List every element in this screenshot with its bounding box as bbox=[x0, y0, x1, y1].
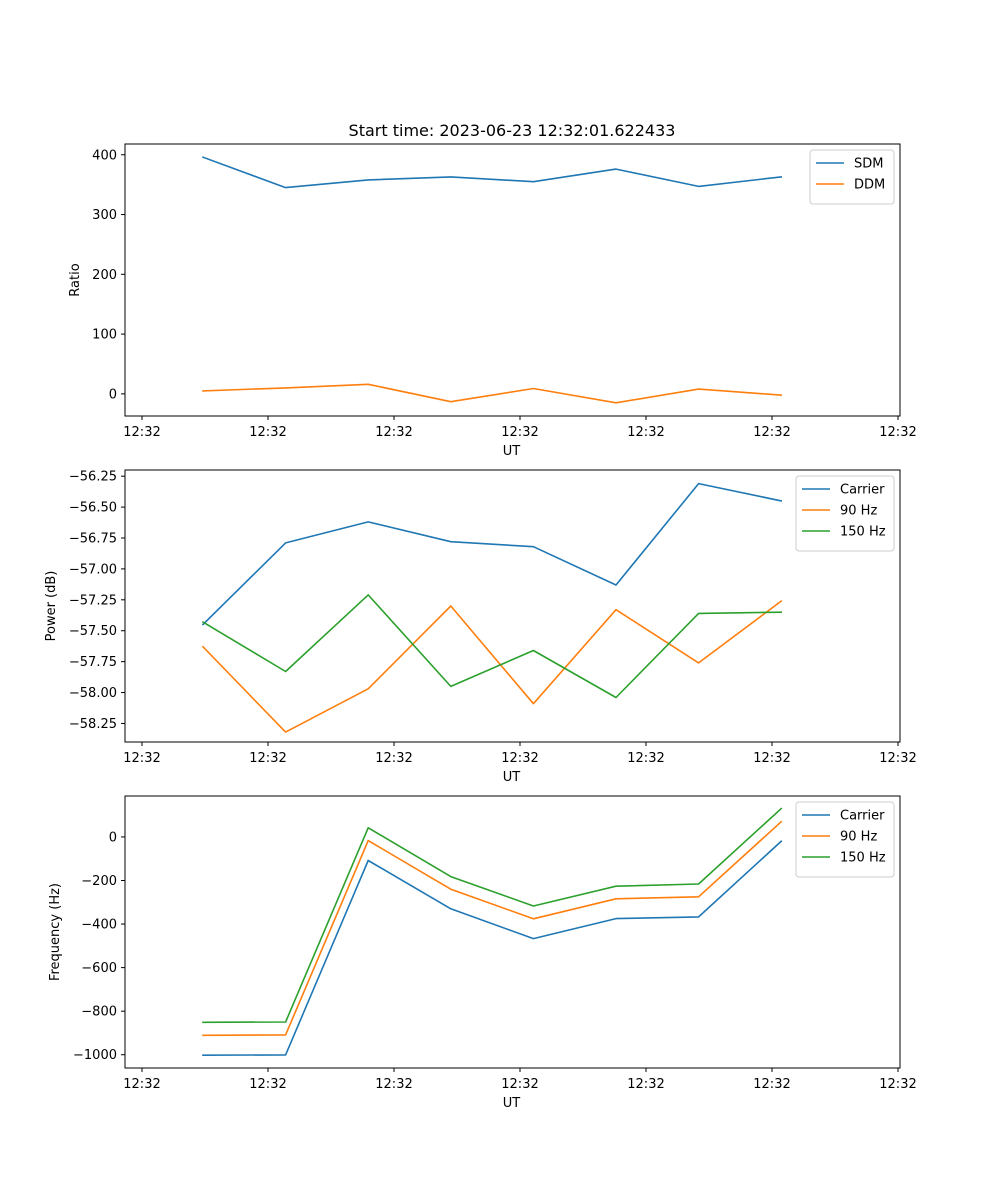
x-tick-label: 12:32 bbox=[501, 1077, 538, 1092]
y-tick-label: −57.00 bbox=[69, 562, 117, 577]
legend-entry: 150 Hz bbox=[840, 525, 886, 540]
y-axis-label: Ratio bbox=[68, 263, 83, 296]
panels: 12:32 12:32 12:32 12:32 12:32 12:32 12:32 UT 0 10… bbox=[44, 143, 917, 1111]
series-line-150-hz bbox=[202, 807, 783, 1024]
x-tick-label: 12:32 bbox=[123, 425, 160, 440]
legend-entry: 150 Hz bbox=[840, 851, 886, 866]
legend-entry: SDM bbox=[854, 157, 883, 172]
y-tick-label: −57.50 bbox=[69, 624, 117, 639]
y-axis-label: Frequency (Hz) bbox=[48, 883, 63, 981]
y-tick-label: 300 bbox=[92, 208, 117, 223]
y-tick-label: 200 bbox=[92, 268, 117, 283]
series-line-carrier bbox=[201, 482, 783, 626]
y-tick-label: 100 bbox=[92, 328, 117, 343]
x-tick-label: 12:32 bbox=[627, 425, 664, 440]
y-tick-label: −200 bbox=[81, 874, 117, 889]
y-tick-label: 400 bbox=[92, 148, 117, 163]
x-tick-label: 12:32 bbox=[753, 751, 790, 766]
x-tick-label: 12:32 bbox=[627, 1077, 664, 1092]
legend: SDM DDM bbox=[809, 149, 895, 205]
y-tick-label: −57.25 bbox=[69, 593, 117, 608]
x-tick-label: 12:32 bbox=[375, 1077, 412, 1092]
x-tick-label: 12:32 bbox=[753, 425, 790, 440]
y-tick-label: −400 bbox=[81, 918, 117, 933]
series-line-90-hz bbox=[201, 599, 783, 733]
y-tick-label: −800 bbox=[81, 1005, 117, 1020]
chart-panel-1: 12:32 12:32 12:32 12:32 12:32 12:32 12:32 UT 0 10… bbox=[68, 143, 917, 459]
y-tick-label: −56.75 bbox=[69, 532, 117, 547]
x-tick-label: 12:32 bbox=[249, 1077, 286, 1092]
legend-box bbox=[795, 801, 895, 878]
x-tick-label: 12:32 bbox=[249, 425, 286, 440]
x-tick-label: 12:32 bbox=[753, 1077, 790, 1092]
legend: Carrier 90 Hz 150 Hz bbox=[795, 475, 895, 552]
y-tick-label: −58.25 bbox=[69, 717, 117, 732]
x-tick-label: 12:32 bbox=[879, 425, 916, 440]
axes-frame bbox=[124, 795, 901, 1069]
y-tick-label: 0 bbox=[109, 830, 117, 845]
chart-panel-2: 12:32 12:32 12:32 12:32 12:32 12:32 12:32 UT −58… bbox=[44, 469, 917, 785]
y-tick-label: −56.50 bbox=[69, 501, 117, 516]
y-tick-label: −600 bbox=[81, 961, 117, 976]
x-tick-label: 12:32 bbox=[501, 425, 538, 440]
y-tick-label: −1000 bbox=[73, 1048, 117, 1063]
x-tick-label: 12:32 bbox=[249, 751, 286, 766]
y-tick-label: −56.25 bbox=[69, 470, 117, 485]
x-tick-label: 12:32 bbox=[375, 425, 412, 440]
x-axis-label: UT bbox=[503, 1096, 521, 1111]
x-tick-label: 12:32 bbox=[375, 751, 412, 766]
axes-frame bbox=[124, 469, 901, 743]
series-line-150-hz bbox=[201, 594, 783, 699]
y-tick-label: 0 bbox=[109, 387, 117, 402]
axes-frame bbox=[124, 143, 901, 417]
legend-entry: Carrier bbox=[840, 483, 885, 498]
series-line-ddm bbox=[202, 383, 783, 404]
y-tick-label: −57.75 bbox=[69, 655, 117, 670]
figure-title: Start time: 2023-06-23 12:32:01.622433 bbox=[349, 121, 676, 140]
x-tick-label: 12:32 bbox=[501, 751, 538, 766]
x-tick-label: 12:32 bbox=[879, 751, 916, 766]
y-tick-label: −58.00 bbox=[69, 686, 117, 701]
legend-entry: 90 Hz bbox=[840, 830, 877, 845]
series-line-90-hz bbox=[202, 820, 783, 1037]
legend-entry: 90 Hz bbox=[840, 504, 877, 519]
y-axis-label: Power (dB) bbox=[44, 571, 59, 642]
x-axis-label: UT bbox=[503, 444, 521, 459]
series-line-sdm bbox=[201, 156, 783, 189]
x-tick-label: 12:32 bbox=[123, 1077, 160, 1092]
x-tick-label: 12:32 bbox=[879, 1077, 916, 1092]
x-tick-label: 12:32 bbox=[627, 751, 664, 766]
legend-box bbox=[795, 475, 895, 552]
legend-entry: Carrier bbox=[840, 809, 885, 824]
legend: Carrier 90 Hz 150 Hz bbox=[795, 801, 895, 878]
legend-entry: DDM bbox=[854, 178, 885, 193]
series-line-carrier bbox=[202, 840, 783, 1057]
x-axis-label: UT bbox=[503, 770, 521, 785]
chart-panel-3: 12:32 12:32 12:32 12:32 12:32 12:32 12:32 UT −10… bbox=[48, 795, 917, 1111]
x-tick-label: 12:32 bbox=[123, 751, 160, 766]
